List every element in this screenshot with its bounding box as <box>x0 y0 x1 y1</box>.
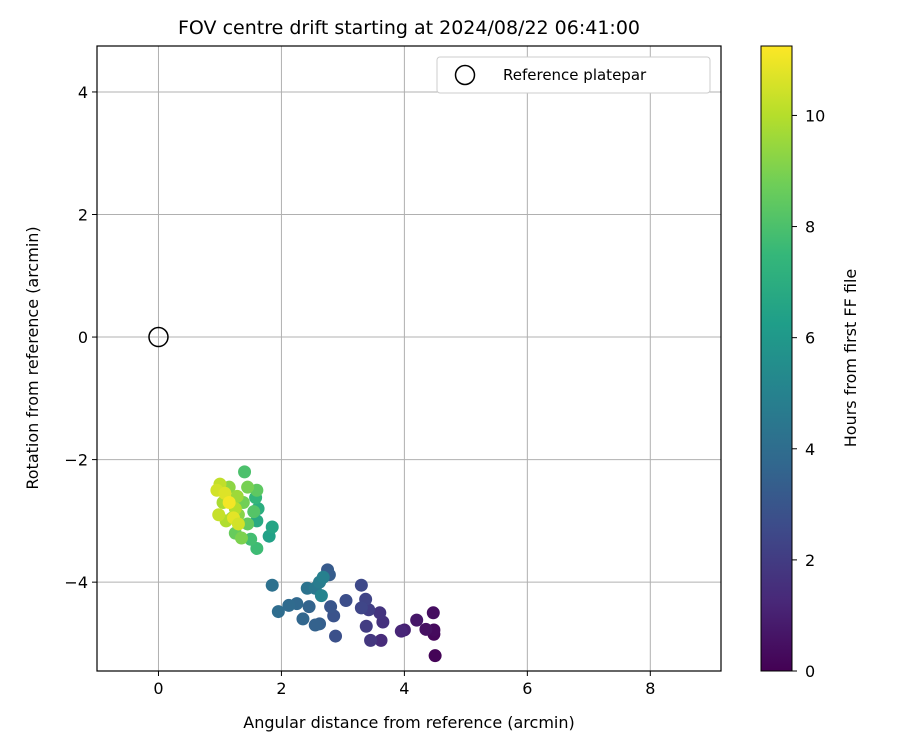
data-point <box>231 517 245 531</box>
data-point <box>250 541 264 555</box>
data-point <box>426 606 440 620</box>
data-point <box>394 624 408 638</box>
data-point <box>247 505 261 519</box>
data-points <box>210 465 442 663</box>
colorbar-tick-label: 0 <box>805 662 815 681</box>
colorbar-label: Hours from first FF file <box>841 269 860 448</box>
data-point <box>265 520 279 534</box>
data-point <box>302 600 316 614</box>
data-point <box>238 465 252 479</box>
x-tick-label: 6 <box>522 679 532 698</box>
y-tick-label: −2 <box>64 451 88 470</box>
data-point <box>271 605 285 619</box>
data-point <box>222 495 236 509</box>
colorbar-ticks: 0 2 4 6 8 10 <box>792 106 825 681</box>
colorbar: 0 2 4 6 8 10 Hours from first FF file <box>760 45 860 681</box>
colorbar-tick-label: 6 <box>805 329 815 348</box>
data-point <box>241 480 255 494</box>
reference-platepar-marker <box>148 326 169 348</box>
x-tick-label: 4 <box>399 679 409 698</box>
data-point <box>324 600 338 614</box>
data-point <box>374 633 388 647</box>
data-point <box>296 612 310 626</box>
data-point <box>354 601 368 615</box>
legend-reference-label: Reference platepar <box>503 66 647 84</box>
y-tick-label: 4 <box>78 83 88 102</box>
data-point <box>212 508 226 522</box>
x-tick-label: 2 <box>276 679 286 698</box>
data-point <box>428 649 442 663</box>
colorbar-tick-label: 8 <box>805 218 815 237</box>
data-point <box>410 613 424 627</box>
data-point <box>308 618 322 632</box>
plot-frame <box>96 45 722 672</box>
data-point <box>234 531 248 545</box>
x-axis-label: Angular distance from reference (arcmin) <box>243 713 574 732</box>
data-point <box>354 578 368 592</box>
y-tick-label: 0 <box>78 328 88 347</box>
chart-title: FOV centre drift starting at 2024/08/22 … <box>178 17 640 39</box>
grid-lines <box>97 46 721 671</box>
data-point <box>282 598 296 612</box>
data-point <box>316 570 330 584</box>
x-tick-label: 0 <box>153 679 163 698</box>
legend-box <box>436 56 711 94</box>
colorbar-tick-label: 2 <box>805 551 815 570</box>
data-point <box>241 517 255 531</box>
legend: Reference platepar <box>436 56 711 94</box>
data-point <box>364 633 378 647</box>
data-point <box>339 594 353 608</box>
x-tick-label: 8 <box>645 679 655 698</box>
data-point <box>359 619 373 633</box>
y-axis-ticks: −4 −2 0 2 4 <box>64 83 97 592</box>
data-point <box>373 606 387 620</box>
colorbar-bar <box>760 45 793 672</box>
data-point <box>329 629 343 643</box>
legend-reference-marker <box>454 64 476 86</box>
x-axis-ticks: 0 2 4 6 8 <box>153 671 655 698</box>
y-axis-label: Rotation from reference (arcmin) <box>23 226 42 489</box>
y-tick-label: 2 <box>78 206 88 225</box>
data-point <box>265 578 279 592</box>
data-point <box>419 622 433 636</box>
colorbar-tick-label: 10 <box>805 106 825 125</box>
y-tick-label: −4 <box>64 573 88 592</box>
colorbar-tick-label: 4 <box>805 440 815 459</box>
data-point <box>314 589 328 603</box>
